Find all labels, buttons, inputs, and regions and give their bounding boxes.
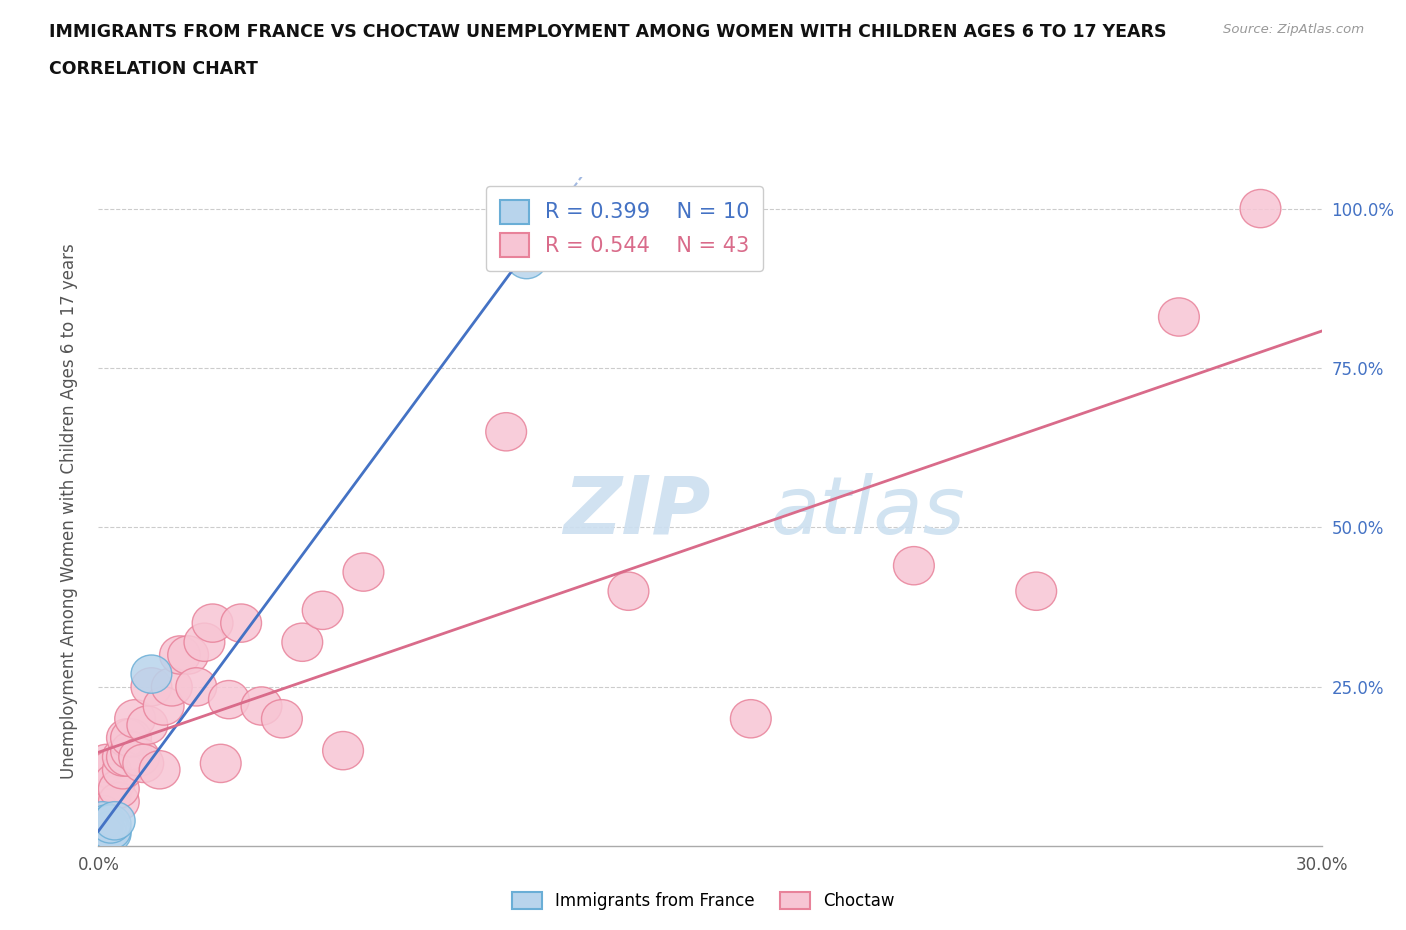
Ellipse shape	[609, 572, 650, 610]
Ellipse shape	[120, 737, 160, 777]
Ellipse shape	[111, 719, 152, 757]
Text: Source: ZipAtlas.com: Source: ZipAtlas.com	[1223, 23, 1364, 36]
Ellipse shape	[731, 699, 770, 737]
Ellipse shape	[1240, 190, 1281, 228]
Ellipse shape	[1159, 298, 1199, 336]
Ellipse shape	[86, 815, 127, 853]
Ellipse shape	[176, 668, 217, 706]
Legend: R = 0.399    N = 10, R = 0.544    N = 43: R = 0.399 N = 10, R = 0.544 N = 43	[486, 186, 762, 271]
Ellipse shape	[139, 751, 180, 789]
Ellipse shape	[152, 668, 193, 706]
Ellipse shape	[86, 804, 127, 844]
Ellipse shape	[193, 604, 233, 643]
Ellipse shape	[1015, 572, 1057, 610]
Ellipse shape	[894, 547, 935, 585]
Legend: Immigrants from France, Choctaw: Immigrants from France, Choctaw	[505, 885, 901, 917]
Ellipse shape	[127, 706, 167, 744]
Text: ZIP: ZIP	[564, 472, 710, 551]
Y-axis label: Unemployment Among Women with Children Ages 6 to 17 years: Unemployment Among Women with Children A…	[59, 244, 77, 779]
Ellipse shape	[131, 655, 172, 693]
Ellipse shape	[131, 668, 172, 706]
Ellipse shape	[486, 413, 527, 451]
Ellipse shape	[143, 687, 184, 725]
Ellipse shape	[86, 744, 127, 782]
Ellipse shape	[107, 737, 148, 777]
Ellipse shape	[107, 719, 148, 757]
Ellipse shape	[323, 732, 363, 770]
Ellipse shape	[103, 737, 143, 777]
Ellipse shape	[160, 636, 201, 674]
Ellipse shape	[94, 802, 135, 840]
Ellipse shape	[82, 802, 122, 840]
Ellipse shape	[302, 591, 343, 630]
Text: IMMIGRANTS FROM FRANCE VS CHOCTAW UNEMPLOYMENT AMONG WOMEN WITH CHILDREN AGES 6 : IMMIGRANTS FROM FRANCE VS CHOCTAW UNEMPL…	[49, 23, 1167, 41]
Ellipse shape	[98, 782, 139, 821]
Ellipse shape	[90, 804, 131, 844]
Ellipse shape	[90, 811, 131, 849]
Ellipse shape	[201, 744, 242, 782]
Ellipse shape	[184, 623, 225, 661]
Text: CORRELATION CHART: CORRELATION CHART	[49, 60, 259, 78]
Ellipse shape	[82, 815, 122, 853]
Ellipse shape	[242, 687, 281, 725]
Ellipse shape	[208, 681, 249, 719]
Ellipse shape	[90, 815, 131, 853]
Ellipse shape	[343, 553, 384, 591]
Ellipse shape	[506, 241, 547, 279]
Ellipse shape	[167, 636, 208, 674]
Ellipse shape	[221, 604, 262, 643]
Ellipse shape	[94, 764, 135, 802]
Ellipse shape	[82, 808, 122, 846]
Ellipse shape	[82, 795, 122, 833]
Ellipse shape	[262, 699, 302, 737]
Ellipse shape	[111, 732, 152, 770]
Ellipse shape	[90, 751, 131, 789]
Ellipse shape	[115, 699, 156, 737]
Ellipse shape	[103, 751, 143, 789]
Ellipse shape	[122, 744, 163, 782]
Ellipse shape	[98, 770, 139, 808]
Ellipse shape	[90, 777, 131, 815]
Ellipse shape	[281, 623, 323, 661]
Text: atlas: atlas	[772, 472, 966, 551]
